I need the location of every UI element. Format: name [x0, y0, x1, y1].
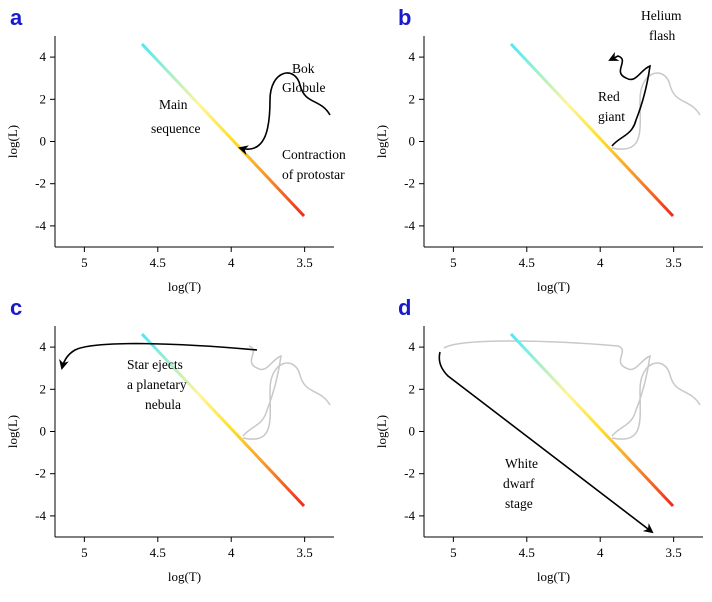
y-tick-label: -2 — [404, 466, 415, 481]
panel-letter-a: a — [10, 5, 23, 30]
y-tick-label: -4 — [404, 218, 415, 233]
x-tick-label: 3.5 — [666, 545, 682, 560]
panel-letter-b: b — [398, 5, 411, 30]
planetary-nebula-path — [59, 342, 258, 370]
bok-globule-label: Bok Globule — [282, 61, 326, 95]
y-tick-label: 4 — [40, 339, 47, 354]
panel-b-axes: 5 4.5 4 3.5 4 2 0 -2 -4 log(T) log(L) — [374, 36, 703, 294]
panel-d: d 5 4.5 4 3.5 4 2 0 -2 -4 log(T) log(L) White dwar… — [374, 295, 703, 584]
x-axis-title: log(T) — [537, 569, 570, 584]
y-tick-label: 4 — [409, 339, 416, 354]
y-tick-label: 4 — [40, 49, 47, 64]
x-axis-title: log(T) — [537, 279, 570, 294]
y-tick-label: 0 — [409, 424, 416, 439]
y-axis-title: log(L) — [374, 125, 389, 158]
planetary-nebula-label: Star ejects a planetary nebula — [127, 357, 190, 412]
y-tick-label: 2 — [409, 381, 416, 396]
main-sequence-line — [140, 332, 306, 508]
panel-letter-d: d — [398, 295, 411, 320]
panel-b: b 5 4.5 4 3.5 4 2 0 -2 -4 log(T) log(L) Helium fla… — [374, 5, 703, 294]
x-tick-label: 4.5 — [150, 255, 166, 270]
x-tick-label: 4.5 — [519, 545, 535, 560]
y-tick-label: 0 — [40, 424, 47, 439]
red-giant-label: Red giant — [598, 89, 625, 124]
x-tick-label: 3.5 — [297, 545, 313, 560]
panel-letter-c: c — [10, 295, 22, 320]
x-tick-label: 4 — [597, 545, 604, 560]
panel-d-axes: 5 4.5 4 3.5 4 2 0 -2 -4 log(T) log(L) — [374, 326, 703, 584]
x-axis-title: log(T) — [168, 279, 201, 294]
panel-a: a 5 4.5 4 3.5 4 2 0 -2 -4 log(T) log(L) Bok Globul… — [5, 5, 349, 294]
main-sequence-line — [509, 332, 675, 508]
y-axis-title: log(L) — [374, 415, 389, 448]
main-sequence-label: Main sequence — [151, 97, 200, 136]
y-tick-label: 2 — [409, 91, 416, 106]
panel-a-axes: 5 4.5 4 3.5 4 2 0 -2 -4 log(T) log(L) — [5, 36, 334, 294]
x-tick-label: 4 — [228, 545, 235, 560]
y-tick-label: -4 — [404, 508, 415, 523]
panel-c-axes: 5 4.5 4 3.5 4 2 0 -2 -4 log(T) log(L) — [5, 326, 334, 584]
x-tick-label: 4 — [597, 255, 604, 270]
x-tick-label: 5 — [450, 545, 457, 560]
helium-flash-label: Helium flash — [641, 8, 685, 43]
x-tick-label: 5 — [450, 255, 457, 270]
x-tick-label: 5 — [81, 545, 88, 560]
y-tick-label: -4 — [35, 508, 46, 523]
y-tick-label: 2 — [40, 381, 47, 396]
y-axis-title: log(L) — [5, 415, 20, 448]
faded-previous-path — [443, 340, 701, 440]
y-tick-label: -2 — [35, 176, 46, 191]
x-tick-label: 4.5 — [150, 545, 166, 560]
panel-c: c 5 4.5 4 3.5 4 2 0 -2 -4 log(T) log(L) Star eject… — [5, 295, 334, 584]
x-tick-label: 3.5 — [666, 255, 682, 270]
x-tick-label: 4 — [228, 255, 235, 270]
faded-contraction-path — [611, 72, 701, 150]
y-axis-title: log(L) — [5, 125, 20, 158]
main-sequence-line — [140, 42, 306, 218]
x-tick-label: 4.5 — [519, 255, 535, 270]
contraction-label: Contraction of protostar — [282, 147, 349, 182]
y-tick-label: -4 — [35, 218, 46, 233]
x-tick-label: 5 — [81, 255, 88, 270]
y-tick-label: 0 — [40, 134, 47, 149]
y-tick-label: 0 — [409, 134, 416, 149]
x-tick-label: 3.5 — [297, 255, 313, 270]
main-sequence-line — [509, 42, 675, 218]
white-dwarf-path — [438, 351, 654, 534]
red-giant-path — [608, 51, 651, 147]
x-axis-title: log(T) — [168, 569, 201, 584]
white-dwarf-label: White dwarf stage — [503, 456, 541, 511]
y-tick-label: -2 — [404, 176, 415, 191]
faded-previous-path — [242, 345, 331, 440]
protostar-contraction-path — [238, 72, 331, 155]
y-tick-label: 4 — [409, 49, 416, 64]
y-tick-label: 2 — [40, 91, 47, 106]
y-tick-label: -2 — [35, 466, 46, 481]
